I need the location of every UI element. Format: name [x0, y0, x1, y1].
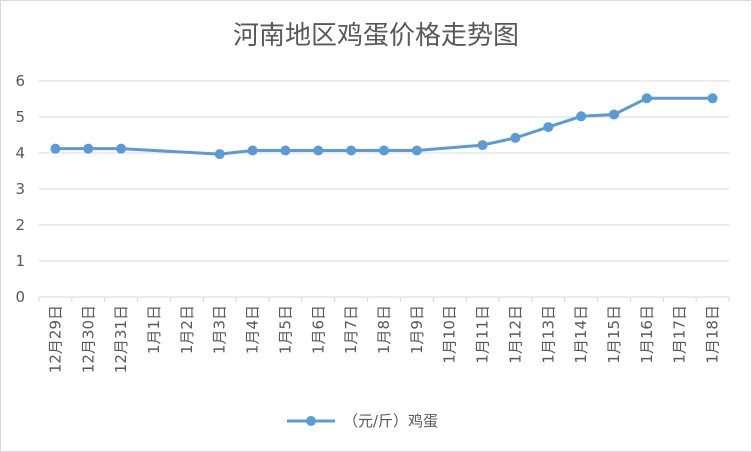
x-tick-label: 1月9日 — [408, 305, 426, 354]
x-tick-label: 1月17日 — [671, 305, 689, 364]
x-tick-label: 1月14日 — [572, 305, 590, 364]
data-point — [214, 149, 225, 160]
x-tick-label: 1月7日 — [342, 305, 360, 354]
data-point — [609, 109, 619, 120]
data-point — [707, 93, 718, 104]
data-point — [50, 143, 61, 154]
data-point — [83, 143, 94, 154]
y-tick-label: 0 — [15, 288, 25, 306]
y-tick-label: 6 — [15, 72, 25, 90]
x-tick-label: 1月3日 — [211, 305, 229, 354]
y-tick-label: 1 — [15, 252, 25, 270]
data-point — [641, 93, 652, 104]
x-tick-label: 1月5日 — [276, 305, 294, 354]
data-point — [116, 143, 127, 154]
data-point — [247, 145, 258, 156]
data-point — [346, 145, 357, 156]
data-point — [313, 145, 324, 156]
x-tick-label: 1月8日 — [375, 305, 393, 354]
legend-label: （元/斤）鸡蛋 — [343, 412, 438, 430]
x-tick-label: 12月31日 — [112, 305, 130, 373]
legend-marker — [306, 416, 316, 426]
y-tick-label: 4 — [15, 144, 25, 162]
chart-title: 河南地区鸡蛋价格走势图 — [232, 21, 519, 51]
x-tick-label: 1月10日 — [441, 305, 459, 364]
x-tick-label: 1月12日 — [506, 305, 524, 364]
x-tick-label: 1月13日 — [539, 305, 557, 364]
data-point — [543, 122, 554, 133]
y-tick-label: 3 — [15, 180, 25, 198]
x-tick-label: 1月1日 — [145, 305, 163, 354]
x-tick-label: 1月15日 — [605, 305, 623, 364]
x-tick-label: 1月18日 — [704, 305, 722, 364]
y-tick-label: 5 — [15, 108, 25, 126]
x-tick-label: 1月2日 — [178, 305, 196, 354]
data-point — [510, 132, 521, 143]
y-tick-label: 2 — [15, 216, 25, 234]
data-point — [379, 145, 389, 156]
x-tick-label: 1月4日 — [244, 305, 262, 354]
data-point — [576, 111, 587, 122]
data-point — [280, 145, 291, 156]
x-tick-label: 1月11日 — [474, 305, 492, 364]
x-tick-label: 1月16日 — [638, 305, 656, 364]
x-tick-label: 12月30日 — [79, 305, 97, 373]
data-point — [411, 145, 422, 156]
data-point — [477, 140, 488, 151]
x-tick-label: 1月6日 — [309, 305, 327, 354]
x-tick-label: 12月29日 — [46, 305, 64, 373]
